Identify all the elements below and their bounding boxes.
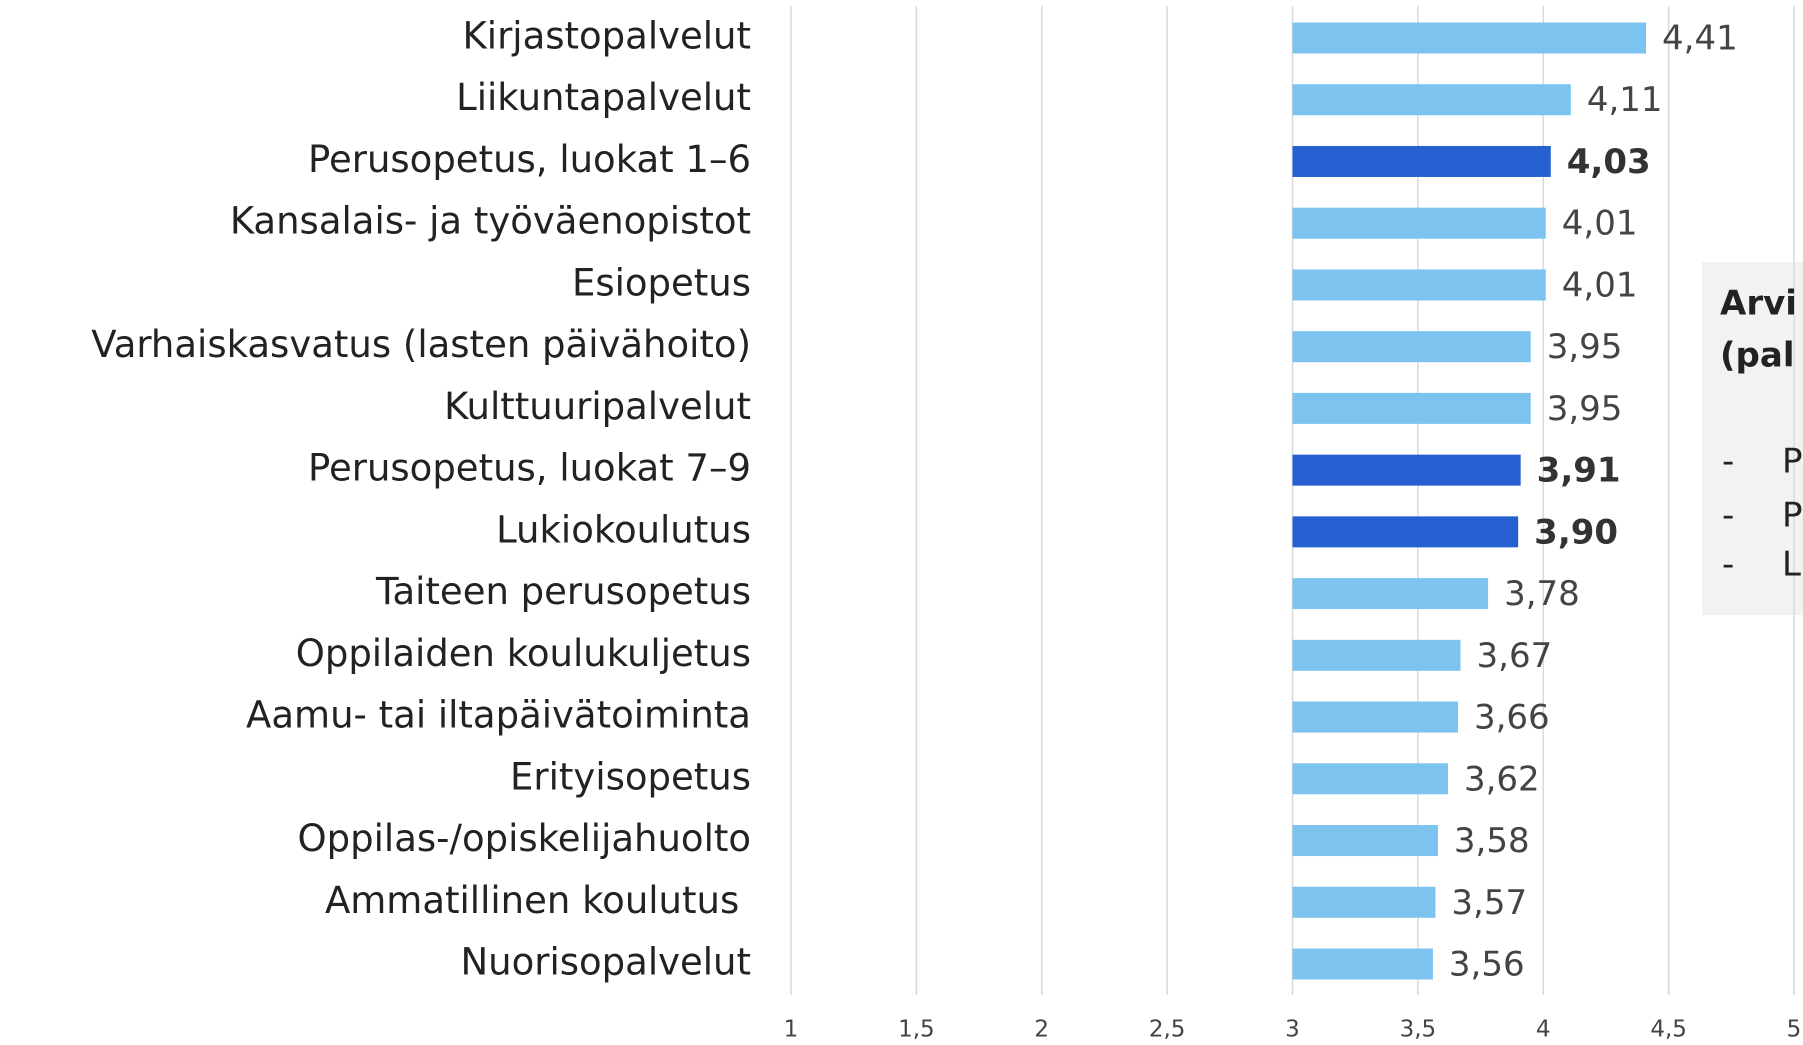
value-label: 3,62 — [1464, 759, 1540, 799]
note-title: Arvi — [1720, 284, 1797, 324]
x-tick-label: 5 — [1787, 1017, 1802, 1043]
note-item: P — [1782, 496, 1803, 536]
value-label: 4,01 — [1562, 265, 1638, 305]
bar — [1292, 578, 1489, 610]
x-tick-label: 3,5 — [1400, 1017, 1437, 1043]
category-label: Liikuntapalvelut — [456, 76, 751, 119]
category-label: Aamu- tai iltapäivätoiminta — [246, 694, 751, 737]
category-label: Perusopetus, luokat 1–6 — [308, 138, 751, 181]
bar — [1292, 392, 1531, 424]
value-label: 4,11 — [1587, 80, 1663, 120]
bar — [1292, 22, 1647, 54]
value-label: 3,58 — [1454, 821, 1530, 861]
category-label: Erityisopetus — [510, 755, 751, 798]
category-label: Kulttuuripalvelut — [444, 385, 751, 428]
note-title: (pal — [1720, 336, 1794, 376]
bar — [1292, 763, 1448, 795]
value-label: 3,91 — [1537, 451, 1621, 491]
value-label: 3,57 — [1451, 883, 1527, 923]
x-tick-label: 1,5 — [898, 1017, 935, 1043]
bar — [1292, 331, 1531, 363]
value-label: 4,03 — [1567, 142, 1651, 182]
category-label: Ammatillinen koulutus — [325, 879, 751, 922]
x-tick-label: 4 — [1536, 1017, 1551, 1043]
note-bullet: - — [1722, 545, 1734, 585]
bar — [1292, 516, 1519, 548]
category-label: Nuorisopalvelut — [460, 941, 751, 984]
note-bullet: - — [1722, 442, 1734, 482]
note-item: L — [1782, 545, 1801, 585]
note-item: P — [1782, 442, 1803, 482]
bar — [1292, 207, 1546, 239]
value-label: 3,67 — [1477, 636, 1553, 676]
value-label: 3,78 — [1504, 574, 1580, 614]
bar — [1292, 454, 1521, 486]
category-label: Esiopetus — [572, 261, 751, 304]
category-label: Oppilas-/opiskelijahuolto — [298, 817, 751, 860]
value-label: 3,66 — [1474, 698, 1550, 738]
x-tick-label: 2 — [1034, 1017, 1049, 1043]
x-tick-label: 1 — [784, 1017, 799, 1043]
bar — [1292, 84, 1571, 116]
value-label: 3,95 — [1547, 327, 1623, 367]
x-tick-label: 2,5 — [1149, 1017, 1186, 1043]
bar — [1292, 269, 1546, 301]
x-tick-label: 3 — [1285, 1017, 1300, 1043]
category-label: Lukiokoulutus — [496, 508, 751, 551]
value-label: 4,41 — [1662, 19, 1738, 59]
category-label: Kirjastopalvelut — [463, 15, 751, 58]
category-label: Oppilaiden koulukuljetus — [296, 632, 751, 675]
bar — [1292, 948, 1433, 980]
bar — [1292, 825, 1438, 857]
category-label: Perusopetus, luokat 7–9 — [308, 447, 751, 490]
note-bullet: - — [1722, 496, 1734, 536]
value-label: 3,90 — [1534, 512, 1618, 552]
category-label: Kansalais- ja työväenopistot — [230, 200, 751, 243]
bar — [1292, 145, 1551, 177]
bar — [1292, 639, 1461, 671]
x-tick-label: 4,5 — [1650, 1017, 1687, 1043]
category-label: Taiteen perusopetus — [375, 570, 751, 613]
value-label: 3,56 — [1449, 945, 1525, 985]
value-label: 3,95 — [1547, 389, 1623, 429]
bar — [1292, 886, 1436, 918]
category-label: Varhaiskasvatus (lasten päivähoito) — [91, 323, 751, 366]
bar — [1292, 701, 1458, 733]
note-box — [1702, 262, 1803, 615]
value-label: 4,01 — [1562, 204, 1638, 244]
